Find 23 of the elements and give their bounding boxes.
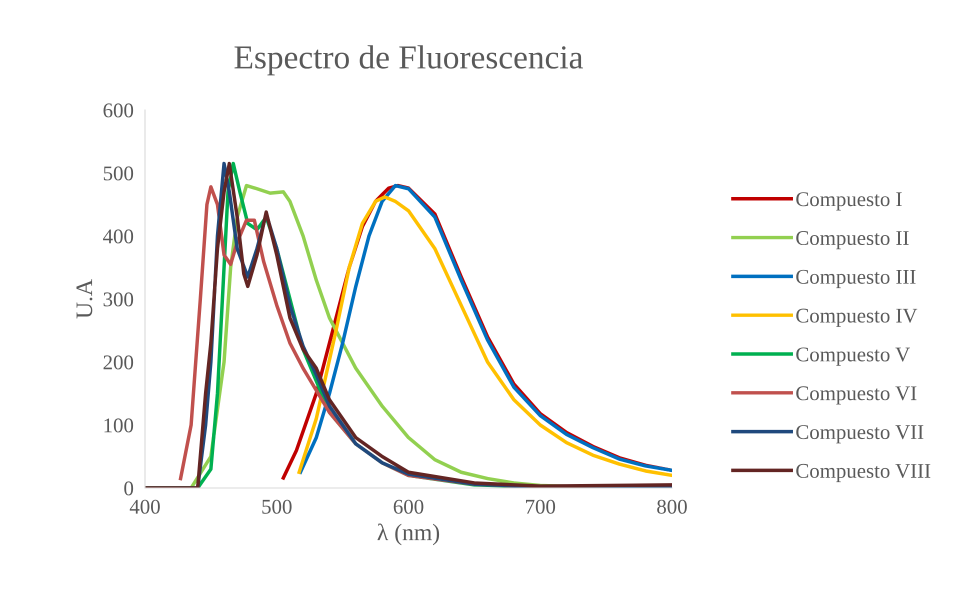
x-axis-title: λ (nm) xyxy=(378,524,440,546)
y-tick-label: 0 xyxy=(124,481,134,496)
x-tick-label: 600 xyxy=(394,500,424,514)
legend-label: Compuesto IV xyxy=(796,308,918,327)
legend-label: Compuesto VIII xyxy=(796,464,930,482)
legend-label: Compuesto VII xyxy=(796,425,924,444)
legend-label: Compuesto VI xyxy=(796,386,916,405)
y-tick-label: 400 xyxy=(103,229,134,244)
y-tick-label: 600 xyxy=(104,103,134,118)
chart-title: Espectro de Fluorescencia xyxy=(234,45,583,76)
legend-label: Compuesto I xyxy=(796,192,902,210)
y-tick-label: 500 xyxy=(104,166,134,180)
y-tick-label: 100 xyxy=(104,418,134,432)
y-tick-label: 200 xyxy=(104,355,134,370)
x-tick-label: 400 xyxy=(130,500,160,514)
legend-label: Compuesto V xyxy=(796,347,910,366)
legend-label: Compuesto III xyxy=(796,270,916,288)
x-tick-label: 500 xyxy=(262,500,292,514)
x-tick-label: 800 xyxy=(657,500,687,514)
legend-label: Compuesto II xyxy=(796,231,909,250)
y-tick-label: 300 xyxy=(104,292,134,306)
x-tick-label: 700 xyxy=(526,500,556,514)
y-axis-title: U.A xyxy=(76,279,92,319)
